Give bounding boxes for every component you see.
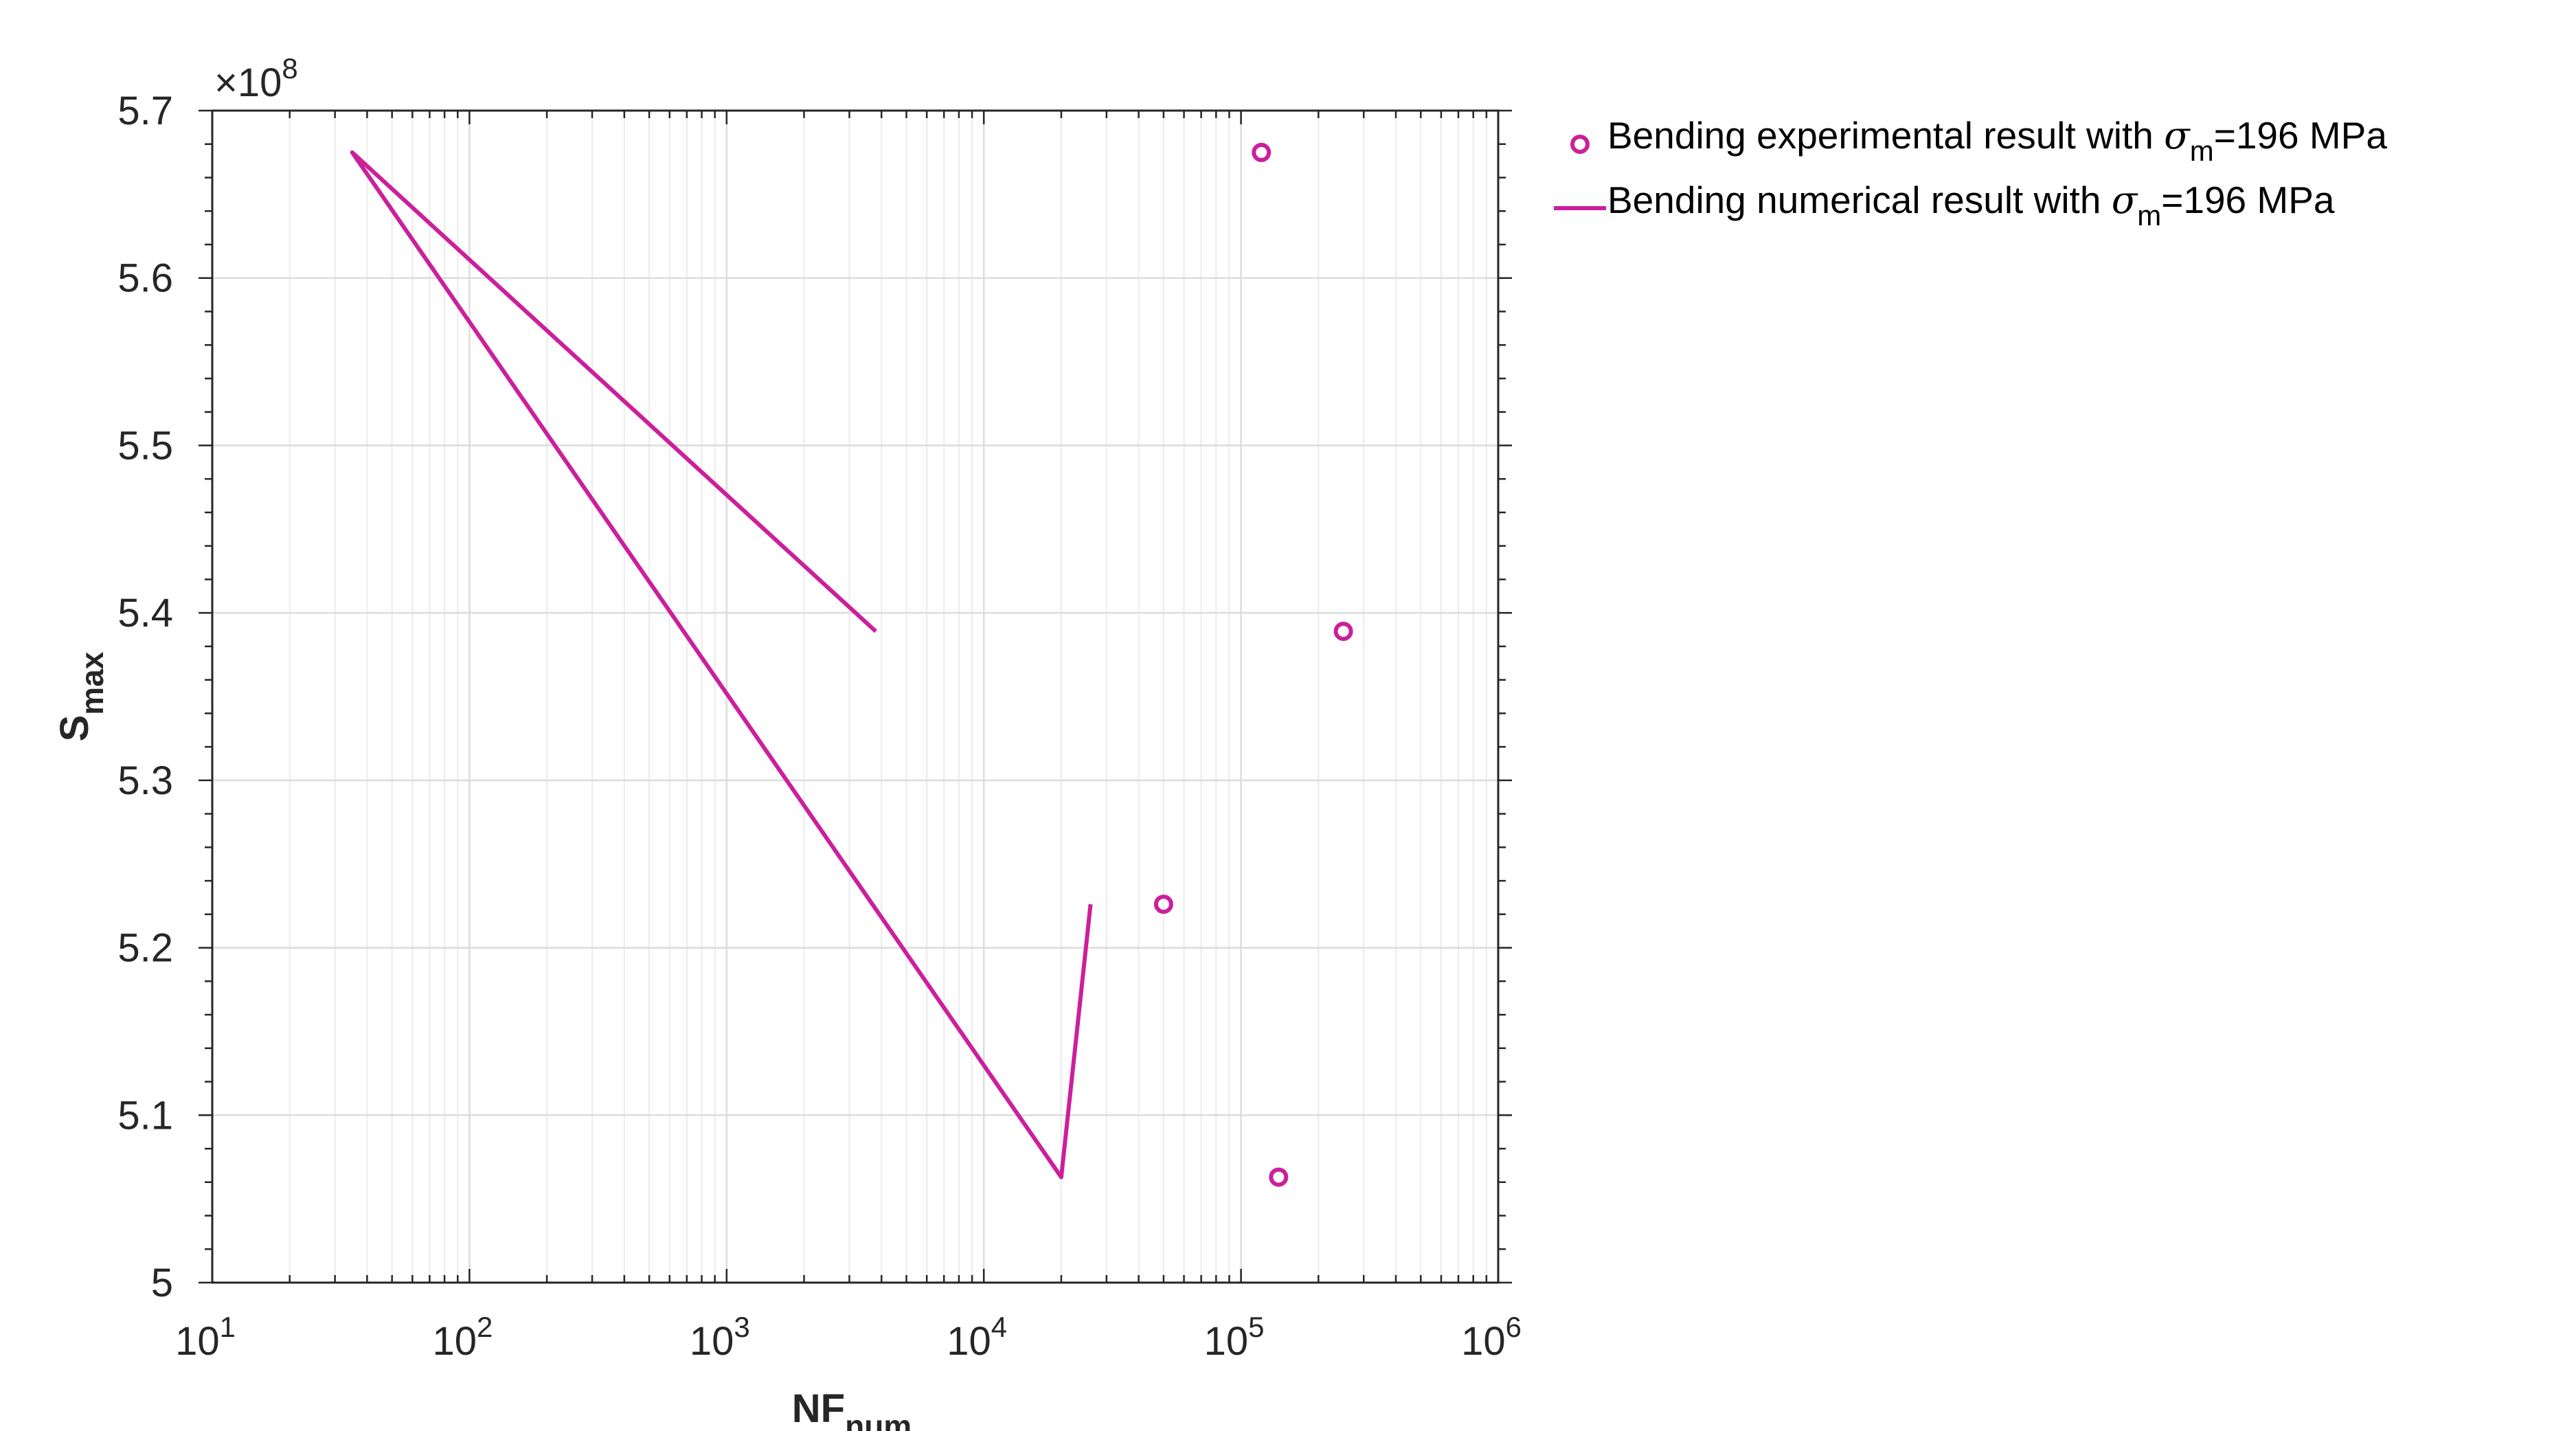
y-tick-label: 5.1 (117, 1093, 173, 1138)
plot-area-frame (211, 109, 1500, 1284)
experimental-data-point (1153, 894, 1173, 914)
tick-labels: 101 102 103 104 105 106 5 5.1 5.2 5.3 5.4 5.5 5.6 5.7 (117, 89, 1522, 1364)
experimental-data-point (1252, 142, 1272, 162)
y-tick-label: 5.3 (117, 758, 173, 803)
y-tick-label: 5.5 (117, 423, 173, 468)
y-tick-label: 5.7 (117, 89, 173, 133)
y-tick-label: 5.2 (117, 926, 173, 971)
legend: Bending experimental result with σm=196 … (1554, 113, 2387, 232)
x-tick-label: 106 (1461, 1311, 1522, 1364)
y-axis-title: Smax (52, 651, 110, 741)
numerical-series-line (350, 150, 1093, 1180)
x-tick-label: 105 (1204, 1311, 1265, 1364)
legend-label-numerical: Bending numerical result with σm=196 MPa (1607, 178, 2335, 232)
legend-marker-experimental (1570, 135, 1590, 154)
series (350, 142, 1353, 1187)
legend-label-experimental: Bending experimental result with σm=196 … (1607, 113, 2387, 167)
x-tick-label: 102 (432, 1311, 493, 1364)
x-tick-label: 103 (690, 1311, 750, 1364)
x-tick-label: 101 (175, 1311, 236, 1364)
y-tick-label: 5 (151, 1261, 173, 1305)
experimental-data-point (1333, 621, 1353, 641)
experimental-data-point (1269, 1167, 1289, 1187)
y-tick-label: 5.6 (117, 256, 173, 301)
y-tick-label: 5.4 (117, 591, 173, 635)
x-tick-label: 104 (947, 1311, 1007, 1364)
x-axis-title: NFnum (792, 1386, 912, 1431)
y-exponent-label: ×108 (214, 52, 298, 105)
ticks (199, 109, 1512, 1284)
grid (211, 109, 1498, 1284)
